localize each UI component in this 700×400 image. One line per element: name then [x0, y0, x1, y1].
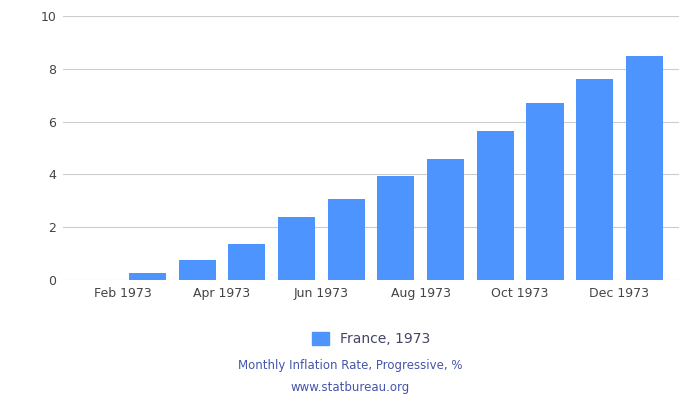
Bar — [526, 103, 564, 280]
Bar — [228, 244, 265, 280]
Text: www.statbureau.org: www.statbureau.org — [290, 382, 410, 394]
Legend: France, 1973: France, 1973 — [307, 326, 435, 352]
Bar — [377, 176, 414, 280]
Bar — [328, 200, 365, 280]
Bar — [477, 131, 514, 280]
Bar — [576, 79, 613, 280]
Bar — [129, 274, 166, 280]
Bar — [427, 158, 464, 280]
Bar — [178, 260, 216, 280]
Bar — [278, 217, 315, 280]
Bar — [626, 56, 663, 280]
Text: Monthly Inflation Rate, Progressive, %: Monthly Inflation Rate, Progressive, % — [238, 360, 462, 372]
